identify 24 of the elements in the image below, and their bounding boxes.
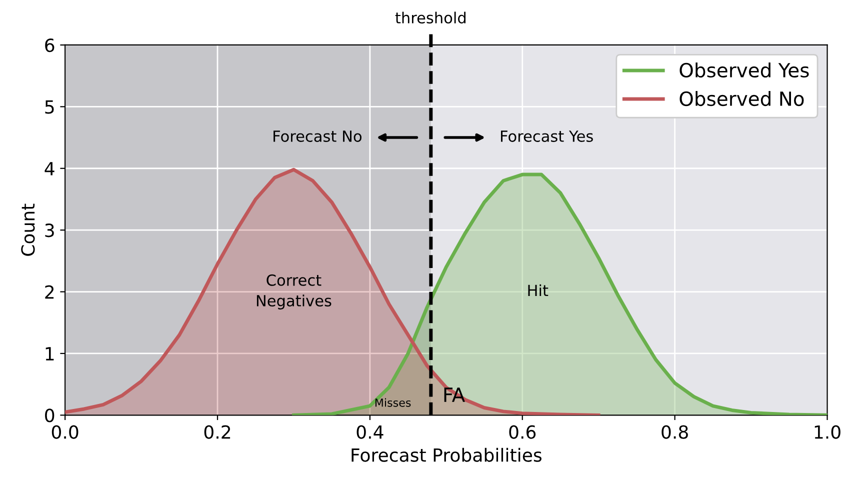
y-tick-label: 1 xyxy=(46,347,54,360)
ref-line-label: threshold xyxy=(395,12,466,24)
x-tick-label: 0.4 xyxy=(356,425,384,439)
x-tick-label: 1.0 xyxy=(814,425,840,439)
y-tick-label: 5 xyxy=(45,100,54,114)
x-axis-title: Forecast Probabilities xyxy=(352,448,542,462)
x-tick-label: 0.2 xyxy=(204,425,230,439)
annotation: Forecast Yes xyxy=(501,130,593,142)
y-tick-label: 6 xyxy=(45,38,54,52)
y-tick-label: 3 xyxy=(45,224,54,238)
y-axis-title: Count xyxy=(21,204,35,256)
x-tick-label: 0.6 xyxy=(509,425,536,439)
x-tick-label: 0.8 xyxy=(662,425,688,439)
y-tick-label: 2 xyxy=(45,285,54,299)
y-tick-label: 0 xyxy=(45,408,54,422)
x-tick-label: 0.0 xyxy=(52,425,78,439)
annotation: FA xyxy=(444,388,465,402)
annotation: Correct Negatives xyxy=(256,274,332,310)
annotation: Forecast No xyxy=(274,130,362,142)
legend-label: Observed No xyxy=(680,91,804,106)
annotation: Misses xyxy=(375,398,411,407)
annotation: Hit xyxy=(528,284,548,296)
y-tick-label: 4 xyxy=(44,162,54,176)
legend-label: Observed Yes xyxy=(680,62,809,78)
